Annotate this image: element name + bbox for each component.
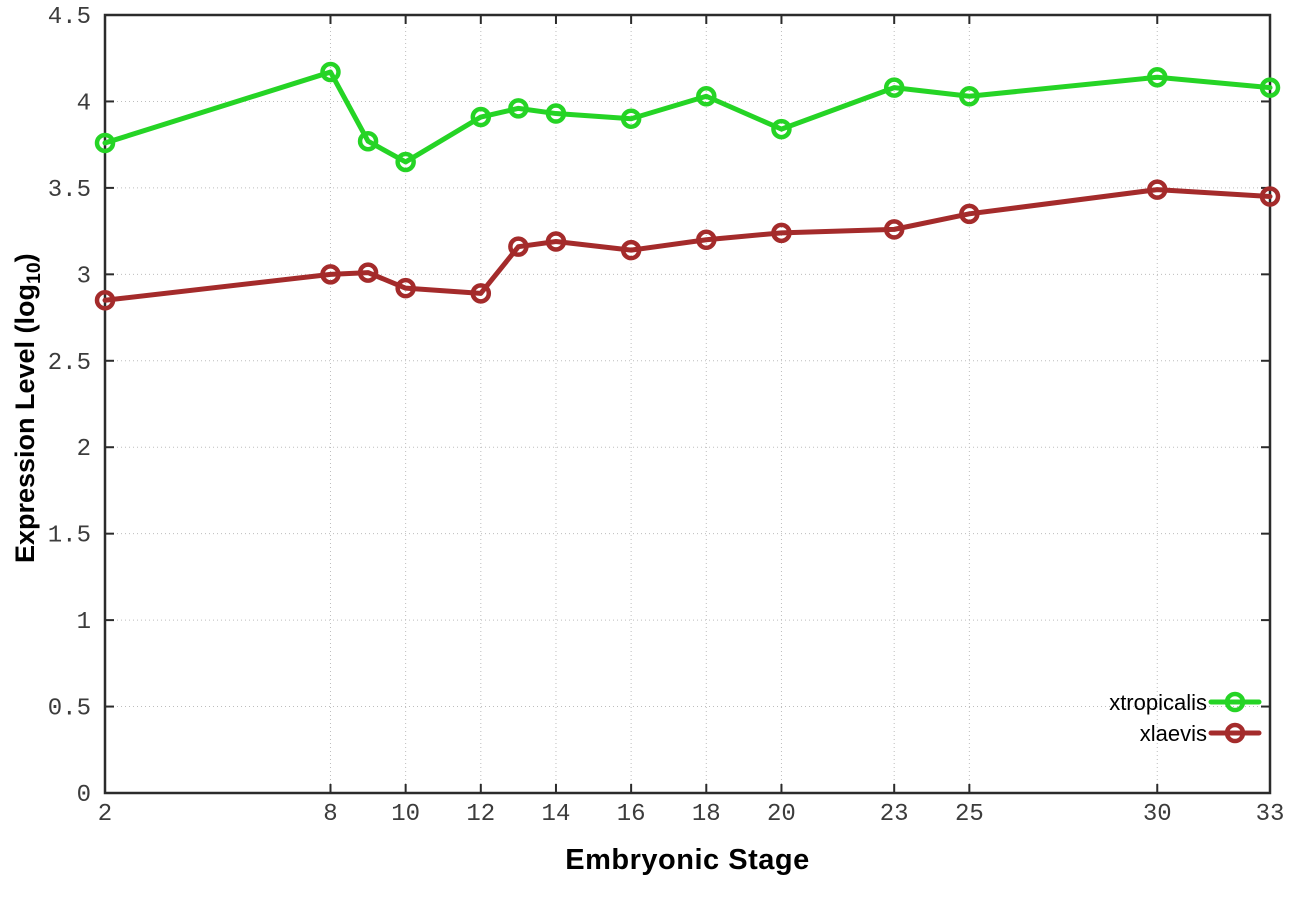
data-point-xtropicalis [959,86,980,107]
legend-sample-marker-xtropicalis [1224,691,1246,713]
x-tick-label: 33 [1256,801,1285,828]
data-point-xlaevis [470,283,492,304]
x-tick-label: 23 [880,801,909,828]
x-tick-label: 20 [767,801,796,828]
data-point-xtropicalis [1259,77,1281,98]
data-point-xlaevis [545,231,567,252]
data-point-xtropicalis [357,130,379,152]
y-tick-label: 3.5 [48,177,91,204]
y-tick-label: 3 [77,263,91,290]
legend-sample-marker-xlaevis [1224,722,1246,744]
data-point-xlaevis [883,219,905,240]
data-point-xlaevis [508,236,529,257]
data-point-xtropicalis [696,86,717,107]
data-point-xtropicalis [395,151,416,173]
data-point-xlaevis [959,203,980,225]
legend-label-xlaevis: xlaevis [1140,721,1207,746]
data-point-xlaevis [620,239,642,261]
x-tick-label: 25 [955,801,984,828]
data-point-xlaevis [395,277,416,299]
data-point-xlaevis [1147,179,1168,200]
x-tick-label: 8 [323,801,337,828]
x-tick-label: 30 [1143,801,1172,828]
data-point-xtropicalis [508,98,529,119]
y-tick-label: 0.5 [48,696,91,723]
y-tick-label: 0 [77,782,91,809]
data-point-xtropicalis [94,132,116,154]
plot-border [103,13,1272,795]
data-point-xlaevis [696,229,717,251]
legend-label-xtropicalis: xtropicalis [1109,690,1207,715]
series-line-xtropicalis [102,69,1273,165]
data-point-xtropicalis [1147,66,1168,88]
data-point-xtropicalis [771,118,792,140]
y-axis-title: Expression Level (log10) [10,228,46,588]
y-tick-label: 4 [77,90,91,117]
data-point-xlaevis [320,264,341,285]
x-tick-label: 10 [391,801,420,828]
y-tick-label: 2 [77,436,91,463]
y-tick-label: 1.5 [48,523,91,550]
y-tick-label: 2.5 [48,350,91,377]
data-point-xtropicalis [320,61,341,83]
x-axis-title: Embryonic Stage [565,844,810,876]
data-point-xlaevis [771,222,792,244]
x-tick-label: 14 [542,801,571,828]
y-axis-title-subscript: 10 [23,262,46,284]
data-point-xlaevis [94,290,116,311]
x-tick-label: 2 [98,801,112,828]
data-point-xlaevis [1259,186,1281,207]
x-tick-label: 16 [617,801,646,828]
y-tick-label: 4.5 [48,4,91,31]
data-point-xlaevis [357,262,379,283]
y-axis-title-text: Expression Level (log [9,283,40,564]
y-axis-title-close: ) [9,253,40,263]
data-point-xtropicalis [470,106,492,128]
data-point-xtropicalis [620,108,642,129]
x-tick-label: 18 [692,801,721,828]
data-point-xtropicalis [883,77,905,98]
y-tick-label: 1 [77,609,91,636]
series-line-xlaevis [102,187,1273,303]
data-point-xtropicalis [545,103,567,124]
x-tick-label: 12 [466,801,495,828]
